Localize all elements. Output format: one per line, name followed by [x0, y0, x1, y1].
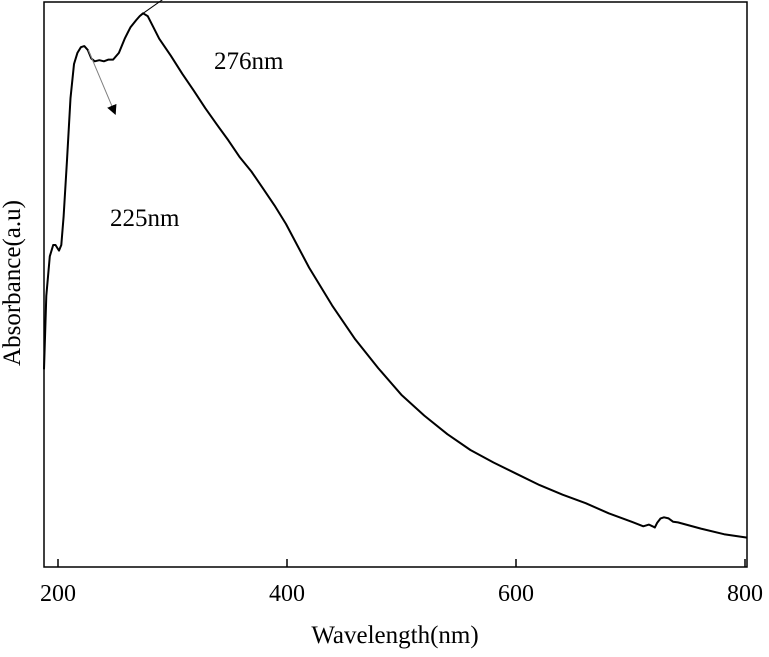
- y-axis-title: Absorbance(a.u): [0, 200, 26, 366]
- annotation-label-225nm: 225nm: [110, 205, 180, 232]
- annotation-label-276nm: 276nm: [214, 48, 284, 75]
- annotation-arrow-276nm: [142, 0, 163, 14]
- annotation-arrow-225nm: [87, 49, 117, 116]
- x-tick-label-400: 400: [269, 581, 305, 607]
- x-tick-label-800: 800: [727, 581, 763, 607]
- x-tick-label-200: 200: [40, 581, 76, 607]
- plot-frame: [43, 1, 748, 568]
- absorbance-series-line: [43, 12, 748, 539]
- x-tick-label-600: 600: [498, 581, 534, 607]
- x-axis-title: Wavelength(nm): [311, 622, 478, 649]
